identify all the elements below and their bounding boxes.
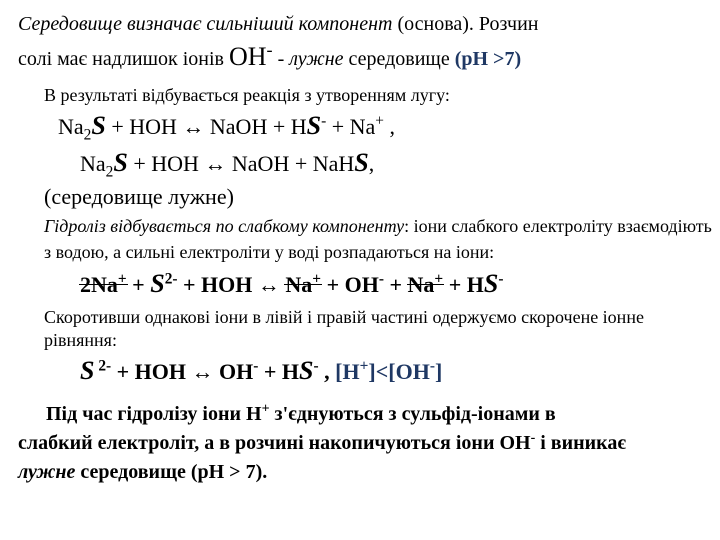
short-text: Скоротивши однакові іони в лівій і праві… xyxy=(44,306,720,351)
conclusion: Під час гідролізу іони Н+ з'єднуються з … xyxy=(18,402,720,485)
strike-na2: Na+ xyxy=(408,271,444,299)
strike-na1: Na+ xyxy=(285,271,321,299)
intro-line2: солі має надлишок іонів ОН- - лужне сере… xyxy=(18,41,720,74)
reaction-title: В результаті відбувається реакція з утво… xyxy=(44,84,720,107)
slide: Середовище визначає сильніший компонент … xyxy=(0,0,720,540)
reaction-env: (середовище лужне) xyxy=(44,183,720,211)
ph-note: (рН >7) xyxy=(455,48,521,70)
short-eq: S 2- + HOH ↔ OH- + HS- , [H+]<[OH-] xyxy=(80,355,720,388)
conclusion-l2: слабкий електроліт, а в розчині накопичу… xyxy=(18,431,720,456)
strike-2na: 2Na+ xyxy=(80,271,127,299)
intro-strong: Середовище визначає сильніший компонент xyxy=(18,13,392,35)
reaction-eq2: Na2S + HOH ↔ NaOH + NaHS, xyxy=(80,147,720,180)
weak-eq: 2Na+ + S2- + HOH ↔ Na+ + OH- + Na+ + HS- xyxy=(80,268,720,301)
conclusion-l1: Під час гідролізу іони Н+ з'єднуються з … xyxy=(18,402,720,427)
reaction-block: В результаті відбувається реакція з утво… xyxy=(18,84,720,211)
reaction-eq1: Na2S + HOH ↔ NaOH + HS- + Na+ , xyxy=(58,110,720,143)
intro-line1: Середовище визначає сильніший компонент … xyxy=(18,12,720,37)
weak-text1: Гідроліз відбувається по слабкому компон… xyxy=(44,215,720,238)
concentration-ineq: [H+]<[OH-] xyxy=(335,359,442,384)
weak-block: Гідроліз відбувається по слабкому компон… xyxy=(18,215,720,301)
oh-symbol: ОН- xyxy=(229,42,273,71)
conclusion-l3: лужне середовище (рН > 7). xyxy=(18,460,720,485)
short-block: Скоротивши однакові іони в лівій і праві… xyxy=(18,306,720,388)
weak-text2: з водою, а сильні електроліти у воді роз… xyxy=(44,241,720,264)
